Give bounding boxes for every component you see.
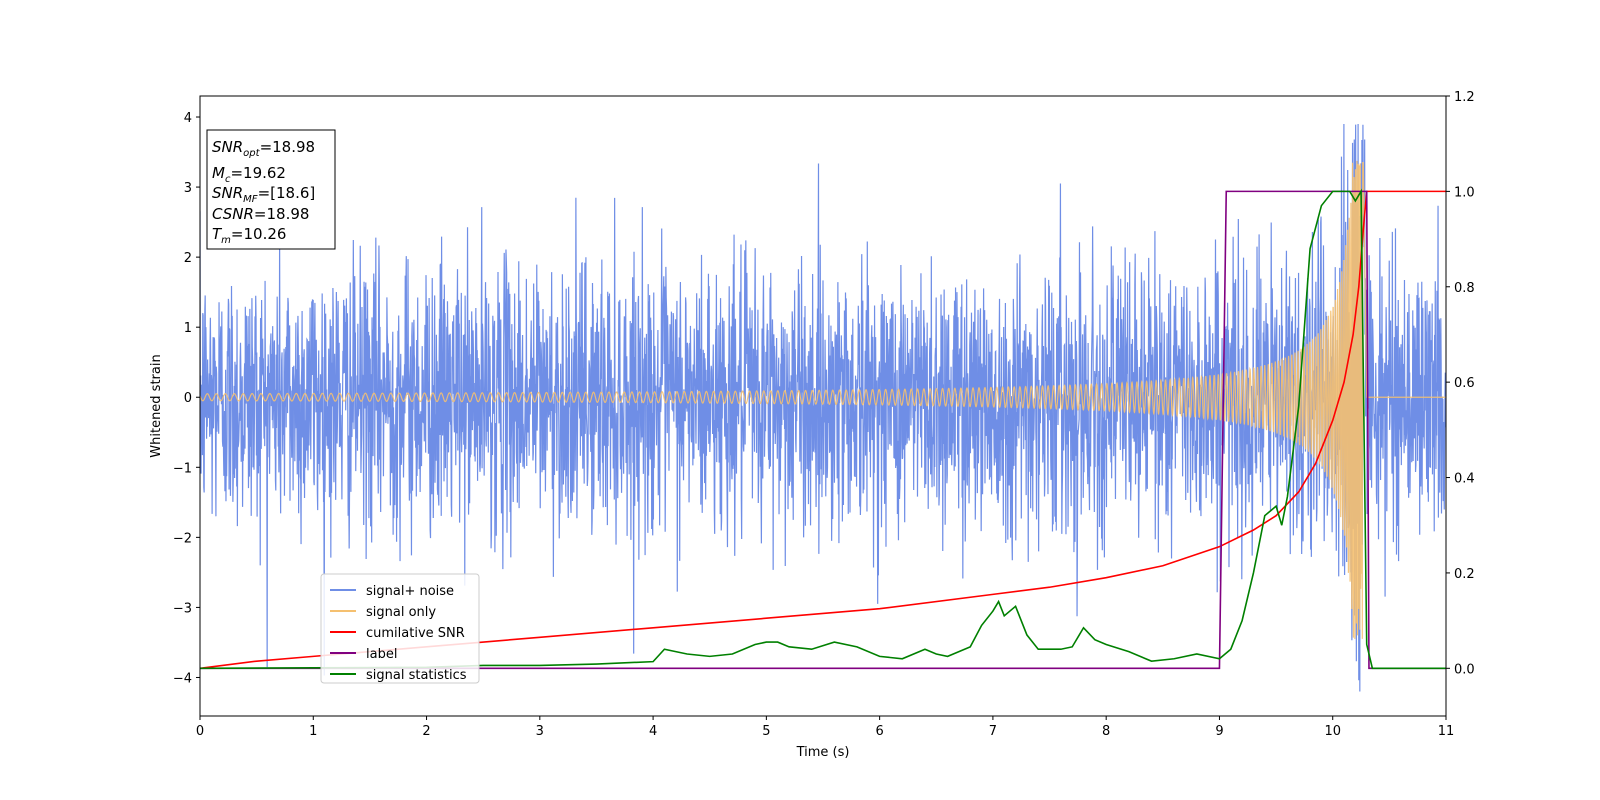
y2-tick-label: 0.8 xyxy=(1454,281,1475,296)
y2-tick-label: 1.2 xyxy=(1454,90,1475,105)
legend: signal+ noise signal only cumilative SNR la… xyxy=(320,573,480,684)
y-tick-label: 0 xyxy=(184,391,192,406)
x-tick-label: 9 xyxy=(1215,724,1223,739)
annotation-snr-mf: SNRMF=[18.6] xyxy=(212,184,315,205)
x-axis-label: Time (s) xyxy=(796,745,850,760)
legend-box xyxy=(320,573,480,684)
y-tick-label: 3 xyxy=(184,181,192,196)
y-axis-right: 1.2 1.0 0.8 0.6 0.4 0.2 0.0 xyxy=(1446,90,1475,677)
series-line-signal-statistics xyxy=(200,188,1446,670)
y-tick-label: −1 xyxy=(173,461,192,476)
y2-tick-label: 0.6 xyxy=(1454,376,1475,391)
x-tick-label: 4 xyxy=(649,724,657,739)
y-tick-label: 4 xyxy=(184,111,192,126)
x-tick-label: 1 xyxy=(309,724,317,739)
x-tick-label: 10 xyxy=(1324,724,1341,739)
x-tick-label: 0 xyxy=(196,724,204,739)
legend-label-signal-noise: signal+ noise xyxy=(366,584,454,599)
y-axis-left: 4 3 2 1 0 −1 −2 −3 −4 xyxy=(173,111,200,686)
annotation-box: SNRopt=18.98 Mc=19.62 SNRMF=[18.6] CSNR=… xyxy=(206,129,336,250)
annotation-chirp-mass: Mc=19.62 xyxy=(212,164,286,185)
annotation-merger-time: Tm=10.26 xyxy=(212,225,286,246)
annotation-csnr: CSNR=18.98 xyxy=(212,205,309,223)
series-line-signal-noise xyxy=(200,124,1446,692)
x-tick-label: 6 xyxy=(875,724,883,739)
annotation-snr-opt: SNRopt=18.98 xyxy=(212,138,315,159)
x-tick-label: 5 xyxy=(762,724,770,739)
legend-label-cumulative-snr: cumilative SNR xyxy=(366,626,465,641)
series-line-cumulative-snr xyxy=(200,190,1446,670)
y-tick-label: −2 xyxy=(173,531,192,546)
y-tick-label: 2 xyxy=(184,251,192,266)
x-tick-label: 2 xyxy=(422,724,430,739)
x-tick-label: 11 xyxy=(1438,724,1455,739)
legend-label-label: label xyxy=(366,647,397,662)
legend-label-signal-statistics: signal statistics xyxy=(366,668,467,683)
x-tick-label: 3 xyxy=(536,724,544,739)
y-tick-label: 1 xyxy=(184,321,192,336)
x-tick-label: 8 xyxy=(1102,724,1110,739)
y-tick-label: −3 xyxy=(173,601,192,616)
y2-tick-label: 0.2 xyxy=(1454,567,1475,582)
y-axis-label: Whitened strain xyxy=(149,354,164,457)
x-axis: 0 1 2 3 4 5 6 7 8 9 10 11 xyxy=(196,716,1454,739)
y2-tick-label: 1.0 xyxy=(1454,185,1475,200)
legend-label-signal-only: signal only xyxy=(366,605,436,620)
plot-frame xyxy=(199,95,1447,717)
series-line-signal-only xyxy=(200,160,1446,639)
x-tick-label: 7 xyxy=(989,724,997,739)
y-tick-label: −4 xyxy=(173,671,192,686)
y2-tick-label: 0.4 xyxy=(1454,472,1475,487)
y2-tick-label: 0.0 xyxy=(1454,662,1475,677)
